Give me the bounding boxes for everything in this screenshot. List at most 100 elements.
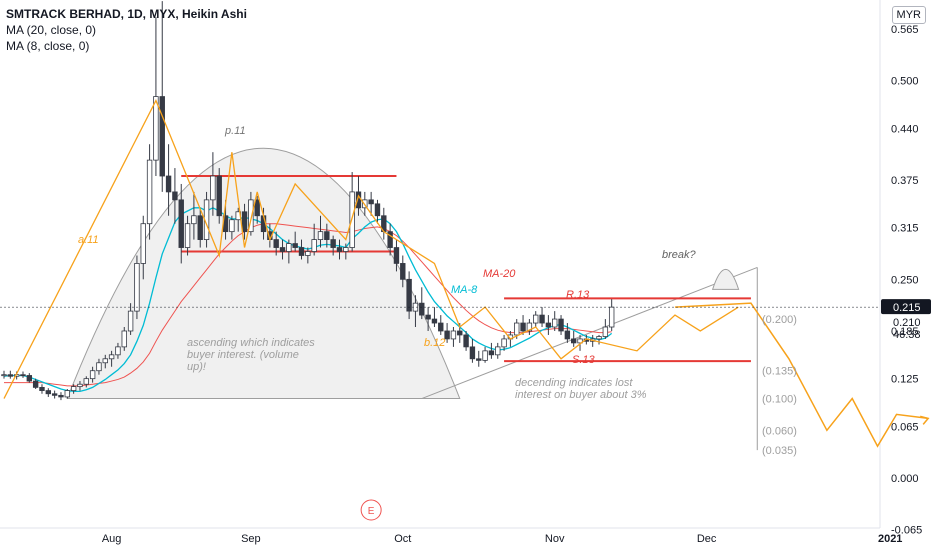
candle-body	[393, 247, 400, 264]
candle-body	[564, 330, 571, 340]
candle-body	[286, 243, 292, 252]
candle-body	[514, 322, 520, 336]
label-s13: S.13	[572, 354, 596, 366]
legend-ma20[interactable]: MA (20, close, 0)	[6, 23, 97, 37]
note-ascending-3: up)!	[187, 361, 206, 373]
candle-body	[431, 318, 438, 324]
time-tick-label: Sep	[241, 533, 261, 545]
countdown-label: 46:38	[893, 329, 921, 341]
candles-group	[1, 1, 615, 401]
label-p11: p.11	[224, 125, 246, 137]
legend-ma8[interactable]: MA (8, close, 0)	[6, 39, 90, 53]
candle-body	[450, 330, 457, 340]
candle-body	[134, 263, 140, 312]
candle-body	[7, 374, 14, 377]
candle-body	[146, 159, 153, 225]
price-tick-label: 0.250	[891, 274, 919, 286]
candle-body	[26, 375, 33, 382]
cup-arc	[66, 147, 461, 400]
candle-body	[526, 322, 533, 332]
fib-level-label: (0.100)	[762, 394, 797, 406]
candle-body	[102, 358, 108, 364]
candle-body	[45, 390, 52, 395]
candle-body	[596, 336, 602, 340]
fib-level-label: (0.060)	[762, 425, 797, 437]
candle-body	[368, 199, 374, 205]
time-tick-label: 2021	[878, 533, 902, 545]
candle-body	[172, 191, 178, 201]
candle-body	[469, 346, 476, 360]
time-tick-label: Nov	[545, 533, 565, 545]
candle-body	[184, 223, 191, 248]
candle-body	[121, 330, 127, 348]
candle-body	[533, 314, 539, 324]
price-tick-label: 0.440	[891, 123, 919, 135]
candle-body	[577, 338, 583, 344]
price-tick-label: 0.565	[891, 24, 919, 36]
candle-body	[32, 380, 39, 388]
candle-body	[77, 383, 83, 388]
candle-body	[520, 322, 526, 332]
candle-body	[279, 247, 286, 252]
price-tick-label: 0.315	[891, 223, 919, 235]
candle-body	[476, 358, 482, 361]
candle-body	[298, 247, 305, 256]
candle-body	[463, 334, 469, 348]
price-tick-label: 0.125	[891, 374, 919, 386]
label-break: break?	[662, 249, 697, 261]
candle-body	[374, 203, 381, 217]
candle-body	[83, 378, 89, 385]
candle-body	[39, 387, 45, 391]
note-ascending-2: buyer interest. (volume	[187, 349, 299, 361]
candle-body	[602, 326, 609, 337]
candle-body	[1, 374, 7, 377]
label-r13: R.13	[566, 289, 590, 301]
fib-level-label: (0.135)	[762, 366, 797, 378]
last-price-label: 0.215	[893, 302, 921, 314]
candle-body	[482, 350, 488, 361]
candle-body	[311, 239, 317, 252]
candle-body	[558, 318, 564, 332]
candle-body	[210, 175, 216, 201]
candle-body	[58, 394, 64, 398]
candle-body	[305, 251, 311, 256]
legend-symbol-title: SMTRACK BERHAD, 1D, MYX, Heikin Ashi	[6, 7, 247, 21]
candle-body	[324, 231, 330, 240]
candle-body	[229, 219, 235, 233]
candle-body	[457, 330, 463, 336]
candle-body	[140, 223, 146, 264]
price-tick-label: 0.500	[891, 76, 919, 88]
label-a11: a.11	[78, 234, 99, 246]
candle-body	[438, 322, 444, 332]
candle-body	[197, 215, 203, 240]
currency-badge[interactable]: MYR	[891, 6, 926, 24]
candle-body	[336, 247, 343, 252]
candle-body	[70, 386, 77, 391]
candle-body	[108, 354, 115, 360]
candle-body	[64, 390, 70, 398]
candle-body	[115, 346, 121, 356]
candle-body	[495, 346, 501, 356]
candle-body	[317, 231, 324, 240]
price-tick-label: 0.065	[891, 421, 919, 433]
last-price-badge	[881, 299, 931, 315]
earnings-event-label: E	[368, 506, 375, 517]
chart-legend: SMTRACK BERHAD, 1D, MYX, Heikin Ashi MA …	[6, 6, 247, 54]
break-arc	[711, 269, 740, 290]
pattern-path	[3, 98, 739, 399]
candle-body	[216, 175, 222, 217]
candle-body	[571, 338, 577, 344]
projection-path	[674, 302, 929, 448]
candle-body	[343, 247, 349, 252]
candle-body	[406, 278, 412, 312]
candle-body	[20, 374, 26, 377]
note-descending-2: interest on buyer about 3%	[515, 389, 647, 401]
candle-body	[127, 310, 134, 332]
candle-body	[248, 199, 254, 233]
price-tick-label: 0.375	[891, 175, 919, 187]
candle-body	[608, 306, 615, 328]
candle-body	[292, 243, 298, 248]
candle-body	[241, 211, 248, 233]
